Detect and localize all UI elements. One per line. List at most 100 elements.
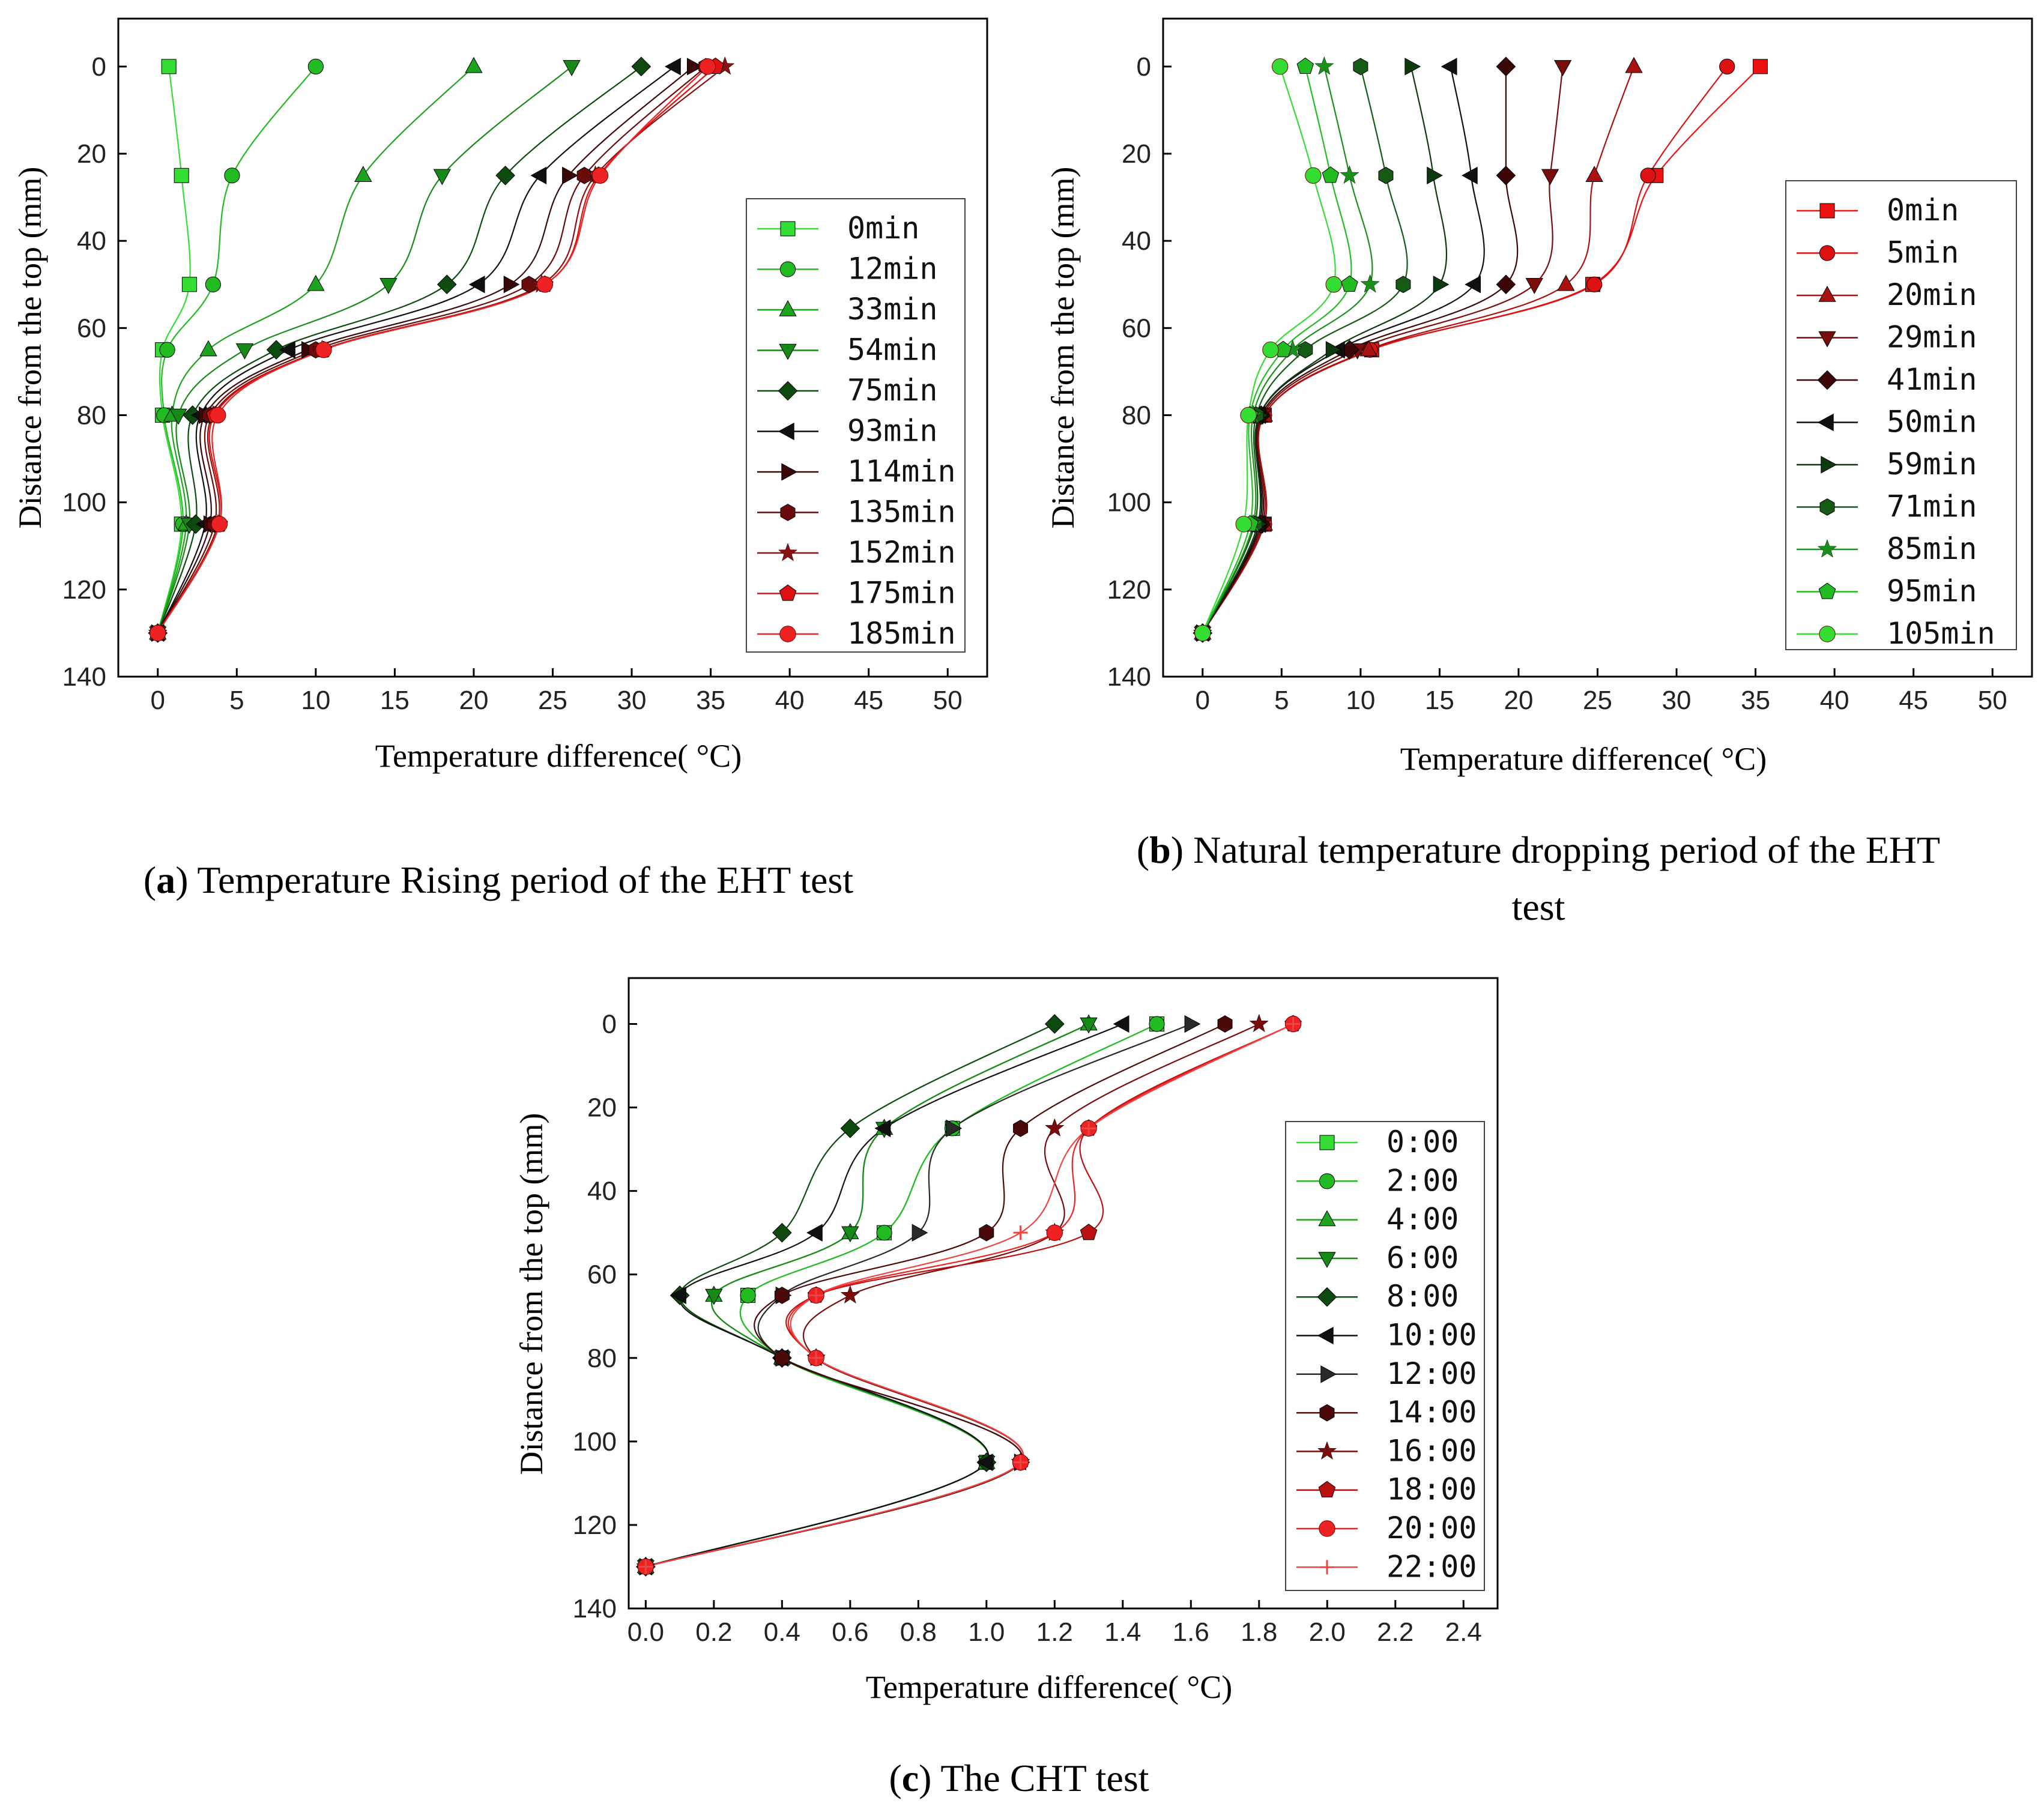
x-tick-label: 1.2 xyxy=(1036,1617,1073,1647)
legend-label: 0:00 xyxy=(1386,1125,1459,1159)
legend-marker xyxy=(1319,1520,1335,1537)
y-tick-label: 100 xyxy=(62,488,106,518)
panel-c-x-ticks: 0.0 0.2 0.4 0.6 0.8 1.0 1.2 1.4 1.6 1.8 2.0 2.2 2.4 xyxy=(627,1600,1482,1647)
y-tick-label: 100 xyxy=(1107,488,1151,518)
legend-marker xyxy=(779,300,797,316)
data-point xyxy=(1557,274,1575,291)
legend-label: 95min xyxy=(1887,574,1977,609)
x-tick-label: 0.8 xyxy=(900,1617,937,1647)
data-point xyxy=(1305,167,1322,184)
data-point xyxy=(199,340,217,357)
data-point xyxy=(1286,1016,1301,1031)
panel-b-x-axis-label: Temperature difference( °C) xyxy=(1400,741,1767,777)
legend-marker xyxy=(1317,1287,1337,1307)
data-point xyxy=(1013,1119,1029,1137)
x-tick-label: 50 xyxy=(933,686,963,715)
data-point xyxy=(1080,1017,1098,1034)
data-point xyxy=(1013,1455,1028,1470)
panel-b-caption-text: ) Natural temperature dropping period of… xyxy=(1171,829,1940,871)
legend-marker xyxy=(779,261,796,277)
data-point xyxy=(841,1226,859,1243)
data-point xyxy=(1359,340,1377,357)
legend-marker xyxy=(1818,582,1836,599)
data-point xyxy=(1360,274,1380,293)
data-point xyxy=(591,167,609,184)
x-tick-label: 40 xyxy=(775,686,805,715)
legend-marker xyxy=(778,543,798,561)
legend-label: 185min xyxy=(847,616,956,651)
x-tick-label: 50 xyxy=(1978,686,2007,715)
legend-label: 50min xyxy=(1887,405,1977,439)
legend-label: 85min xyxy=(1887,531,1977,566)
data-point xyxy=(1013,1225,1028,1240)
legend-marker xyxy=(1817,413,1834,432)
data-point xyxy=(1465,276,1481,294)
x-tick-label: 2.2 xyxy=(1377,1617,1414,1647)
data-point xyxy=(279,340,295,359)
legend-label: 75min xyxy=(847,373,938,408)
panel-c-chart: 0.0 0.2 0.4 0.6 0.8 1.0 1.2 1.4 1.6 1.8 2.0 2.2 2.4 … xyxy=(513,977,1499,1799)
data-point xyxy=(181,277,197,292)
panel-c-caption-text: ) The CHT test xyxy=(919,1757,1149,1799)
x-tick-label: 5 xyxy=(229,686,244,715)
legend-marker xyxy=(1318,1210,1336,1227)
data-point xyxy=(211,516,228,533)
legend-marker xyxy=(779,343,797,360)
legend-label: 71min xyxy=(1887,489,1977,524)
legend-label: 20min xyxy=(1887,277,1977,312)
data-point xyxy=(1441,58,1457,76)
y-tick-label: 20 xyxy=(77,139,106,169)
panel-b-chart: 0 5 10 15 20 25 30 35 40 45 50 020406080100120140 … xyxy=(1045,17,2033,928)
x-tick-label: 1.0 xyxy=(968,1617,1005,1647)
panel-b-y-axis-label: Distance from the top (mm) xyxy=(1045,167,1081,529)
data-point xyxy=(840,1119,860,1138)
x-tick-label: 35 xyxy=(696,686,725,715)
legend-label: 16:00 xyxy=(1386,1433,1477,1468)
x-tick-label: 0.4 xyxy=(764,1617,800,1647)
data-point xyxy=(1298,341,1313,359)
x-tick-label: 5 xyxy=(1274,686,1289,715)
legend-label: 5min xyxy=(1887,235,1959,270)
data-point xyxy=(1586,276,1603,292)
panel-a-x-ticks: 0 5 10 15 20 25 30 35 40 45 50 xyxy=(151,668,963,715)
legend-label: 59min xyxy=(1887,447,1977,482)
data-point xyxy=(772,1222,792,1243)
x-tick-label: 45 xyxy=(1899,686,1928,715)
data-point xyxy=(1045,1118,1065,1137)
data-point xyxy=(266,340,286,360)
legend-marker xyxy=(780,221,796,237)
y-tick-label: 140 xyxy=(1107,662,1151,692)
legend-marker xyxy=(1817,539,1837,558)
y-tick-label: 100 xyxy=(573,1427,617,1457)
data-point xyxy=(1625,56,1643,73)
panel-a-y-ticks: 0 20 40 60 80 100 120 140 xyxy=(62,52,127,692)
legend-marker xyxy=(778,422,794,441)
data-point xyxy=(1296,57,1314,74)
x-tick-label: 1.8 xyxy=(1241,1617,1277,1647)
data-point xyxy=(379,278,398,294)
panel-c-caption-letter: c xyxy=(902,1757,919,1799)
x-tick-label: 25 xyxy=(1583,686,1612,715)
data-point xyxy=(1240,406,1257,424)
data-point xyxy=(1325,276,1342,293)
legend-label: 105min xyxy=(1887,616,1995,651)
legend-label: 22:00 xyxy=(1386,1549,1477,1584)
x-tick-label: 10 xyxy=(1346,686,1375,715)
x-tick-label: 10 xyxy=(301,686,330,715)
legend-marker xyxy=(1819,245,1836,261)
data-point xyxy=(1080,1224,1098,1240)
legend-marker xyxy=(1817,370,1837,390)
data-point xyxy=(840,1285,860,1304)
x-tick-label: 15 xyxy=(380,686,410,715)
panel-b-caption-line2: test xyxy=(1512,886,1565,928)
legend-label: 0min xyxy=(847,211,919,246)
data-point xyxy=(576,166,592,184)
legend-label: 114min xyxy=(847,454,956,489)
legend-marker xyxy=(1818,331,1836,348)
x-tick-label: 2.4 xyxy=(1445,1617,1482,1647)
y-tick-label: 0 xyxy=(92,52,106,82)
y-tick-label: 60 xyxy=(587,1260,617,1290)
data-point xyxy=(1314,56,1334,75)
y-tick-label: 20 xyxy=(587,1093,617,1123)
